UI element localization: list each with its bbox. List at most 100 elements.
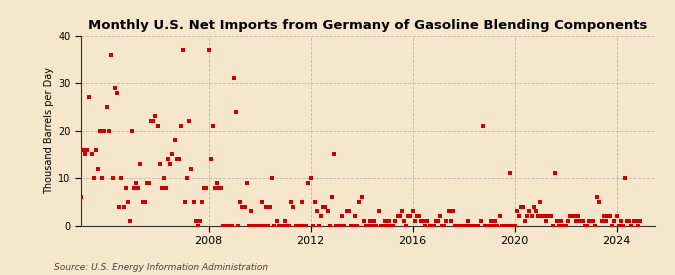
Point xyxy=(520,219,531,223)
Point xyxy=(522,214,533,218)
Point xyxy=(131,181,142,185)
Point xyxy=(496,223,507,228)
Point xyxy=(292,223,303,228)
Point xyxy=(259,223,269,228)
Point xyxy=(492,223,503,228)
Point xyxy=(439,223,450,228)
Point xyxy=(509,223,520,228)
Point xyxy=(379,219,390,223)
Point xyxy=(95,128,105,133)
Point xyxy=(549,171,560,175)
Title: Monthly U.S. Net Imports from Germany of Gasoline Blending Components: Monthly U.S. Net Imports from Germany of… xyxy=(88,19,647,32)
Point xyxy=(443,209,454,213)
Point xyxy=(577,219,588,223)
Point xyxy=(205,157,216,161)
Point xyxy=(485,219,496,223)
Text: Source: U.S. Energy Information Administration: Source: U.S. Energy Information Administ… xyxy=(54,263,268,272)
Point xyxy=(388,223,399,228)
Point xyxy=(396,209,407,213)
Point xyxy=(354,200,365,204)
Point xyxy=(141,181,152,185)
Point xyxy=(78,147,88,152)
Point xyxy=(122,200,133,204)
Point xyxy=(592,195,603,199)
Point xyxy=(475,219,486,223)
Point xyxy=(267,176,277,180)
Point xyxy=(178,48,188,52)
Point xyxy=(556,219,566,223)
Point xyxy=(263,223,273,228)
Point xyxy=(154,162,165,166)
Point xyxy=(342,209,352,213)
Point xyxy=(148,119,159,123)
Point xyxy=(127,128,138,133)
Point xyxy=(133,185,144,190)
Point xyxy=(322,209,333,213)
Point xyxy=(579,223,590,228)
Point xyxy=(628,219,639,223)
Point xyxy=(86,152,97,156)
Point xyxy=(448,209,458,213)
Point xyxy=(309,200,320,204)
Point xyxy=(456,223,467,228)
Point xyxy=(551,219,562,223)
Point xyxy=(494,214,505,218)
Point xyxy=(603,214,614,218)
Point xyxy=(233,223,244,228)
Point xyxy=(618,223,628,228)
Point xyxy=(458,223,469,228)
Point xyxy=(97,176,107,180)
Point xyxy=(364,219,375,223)
Point xyxy=(307,223,318,228)
Point xyxy=(90,147,101,152)
Point xyxy=(207,124,218,128)
Point xyxy=(146,119,157,123)
Point xyxy=(367,223,377,228)
Point xyxy=(220,223,231,228)
Point xyxy=(626,223,637,228)
Point xyxy=(358,219,369,223)
Point xyxy=(344,209,354,213)
Point xyxy=(541,219,551,223)
Point xyxy=(466,223,477,228)
Point xyxy=(107,176,118,180)
Point xyxy=(109,86,120,90)
Point xyxy=(450,223,460,228)
Point xyxy=(339,223,350,228)
Point xyxy=(581,223,592,228)
Point xyxy=(566,214,577,218)
Point xyxy=(420,223,431,228)
Point xyxy=(560,223,571,228)
Point xyxy=(452,223,462,228)
Point xyxy=(613,223,624,228)
Point xyxy=(152,124,163,128)
Point xyxy=(203,48,214,52)
Point xyxy=(399,219,410,223)
Point xyxy=(326,195,337,199)
Point xyxy=(381,223,392,228)
Point xyxy=(409,219,420,223)
Point xyxy=(311,209,322,213)
Point xyxy=(524,209,535,213)
Point xyxy=(346,223,356,228)
Point xyxy=(441,219,452,223)
Point xyxy=(120,185,131,190)
Point xyxy=(281,223,292,228)
Point xyxy=(157,185,167,190)
Point xyxy=(526,214,537,218)
Point xyxy=(473,223,484,228)
Point xyxy=(418,219,429,223)
Point xyxy=(558,223,569,228)
Y-axis label: Thousand Barrels per Day: Thousand Barrels per Day xyxy=(44,67,54,194)
Point xyxy=(460,223,471,228)
Point xyxy=(533,214,543,218)
Point xyxy=(426,223,437,228)
Point xyxy=(584,219,595,223)
Point xyxy=(564,214,575,218)
Point xyxy=(214,185,225,190)
Point xyxy=(227,223,238,228)
Point xyxy=(288,204,299,209)
Point xyxy=(279,219,290,223)
Point xyxy=(254,223,265,228)
Point xyxy=(539,214,549,218)
